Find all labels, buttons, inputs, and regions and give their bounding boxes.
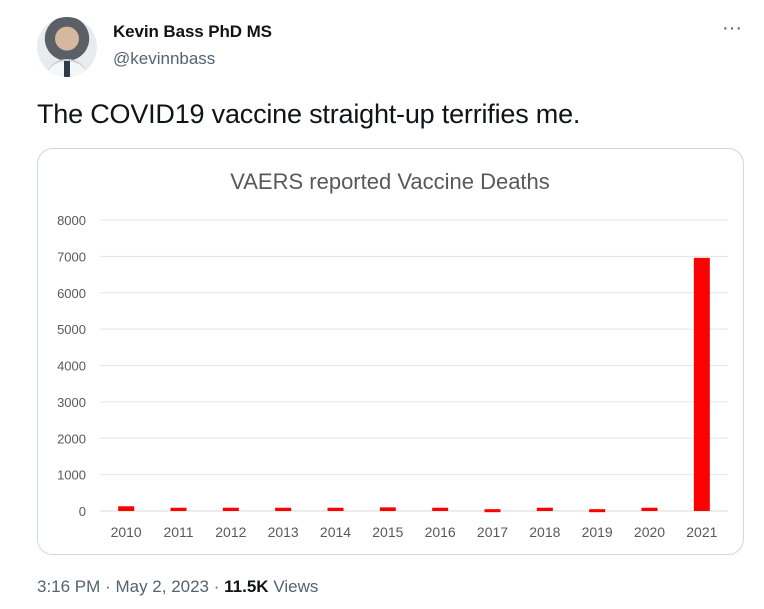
x-tick-label: 2018 [529, 524, 560, 540]
x-tick-label: 2011 [163, 524, 193, 540]
views-count: 11.5K [224, 577, 269, 596]
y-tick-label: 5000 [57, 322, 86, 337]
author-handle[interactable]: @kevinnbass [113, 49, 216, 68]
x-tick-label: 2010 [111, 524, 142, 540]
bar-2021 [693, 257, 710, 511]
chart-bars [118, 257, 710, 513]
tweet-image-card[interactable]: VAERS reported Vaccine Deaths 0 1000 2000 3… [37, 148, 744, 555]
tweet-text: The COVID19 vaccine straight-up terrifie… [37, 99, 581, 129]
bar-2016 [432, 507, 449, 511]
bar-2017 [484, 509, 501, 513]
x-tick-label: 2016 [425, 524, 456, 540]
vaers-chart: VAERS reported Vaccine Deaths 0 1000 2000 3… [57, 169, 728, 540]
chart-grid [100, 219, 728, 512]
author-name[interactable]: Kevin Bass PhD MS [113, 22, 272, 41]
avatar-tie [64, 61, 70, 77]
x-tick-label: 2020 [634, 524, 665, 540]
x-tick-label: 2012 [215, 524, 246, 540]
more-horizontal-icon[interactable]: ··· [722, 17, 742, 39]
tweet-timestamp[interactable]: 3:16 PM · May 2, 2023 [37, 577, 209, 596]
y-tick-label: 8000 [57, 213, 86, 228]
y-tick-label: 3000 [57, 395, 86, 410]
y-tick-label: 4000 [57, 359, 86, 374]
chart-y-ticks: 0 1000 2000 3000 4000 5000 6000 7000 8000 [57, 213, 86, 519]
x-tick-label: 2014 [320, 524, 351, 540]
views-label: Views [273, 577, 319, 596]
bar-2014 [327, 507, 344, 511]
meta-separator: · [213, 577, 220, 596]
bar-2015 [379, 507, 396, 511]
bar-2013 [275, 507, 292, 511]
y-tick-label: 6000 [57, 286, 86, 301]
bar-2011 [170, 507, 187, 511]
chart-title: VAERS reported Vaccine Deaths [230, 169, 550, 194]
bar-2019 [589, 509, 606, 513]
bar-2010 [118, 506, 135, 511]
y-tick-label: 1000 [57, 468, 86, 483]
tweet-date: May 2, 2023 [115, 577, 210, 596]
avatar[interactable] [37, 17, 97, 77]
x-tick-label: 2013 [268, 524, 299, 540]
x-tick-label: 2021 [686, 524, 717, 540]
meta-separator: · [105, 577, 111, 596]
y-tick-label: 0 [79, 504, 86, 519]
tweet-time: 3:16 PM [37, 577, 101, 596]
x-tick-label: 2015 [372, 524, 403, 540]
bar-2020 [641, 507, 658, 511]
chart-x-ticks: 2010 2011 2012 2013 2014 2015 2016 2017 2018 2019… [111, 524, 718, 540]
bar-2012 [222, 507, 239, 511]
tweet-meta: 3:16 PM · May 2, 2023 · 11.5K Views [37, 577, 318, 597]
y-tick-label: 2000 [57, 431, 86, 446]
x-tick-label: 2017 [477, 524, 508, 540]
bar-2018 [536, 507, 553, 511]
x-tick-label: 2019 [582, 524, 613, 540]
y-tick-label: 7000 [57, 249, 86, 264]
